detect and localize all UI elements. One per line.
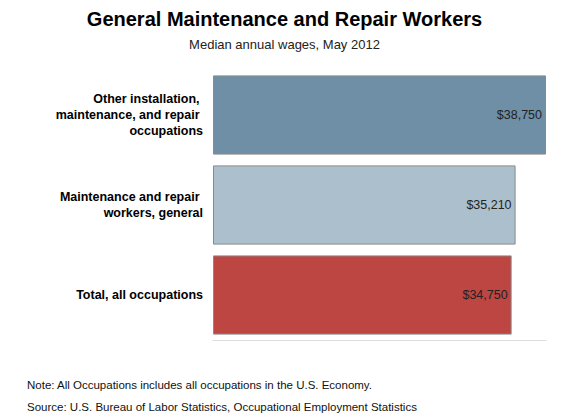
svg-text:Other installation,: Other installation, bbox=[93, 92, 203, 106]
svg-text:occupations: occupations bbox=[129, 124, 203, 138]
svg-text:$35,210: $35,210 bbox=[466, 198, 511, 212]
svg-text:workers, general: workers, general bbox=[103, 206, 203, 220]
svg-text:Median annual wages, May 2012: Median annual wages, May 2012 bbox=[189, 37, 380, 52]
svg-text:Maintenance and repair: Maintenance and repair bbox=[60, 190, 203, 204]
svg-text:$38,750: $38,750 bbox=[497, 108, 542, 122]
svg-text:Source: U.S. Bureau of Labor S: Source: U.S. Bureau of Labor Statistics,… bbox=[27, 401, 417, 413]
svg-text:Total, all occupations: Total, all occupations bbox=[76, 288, 203, 302]
svg-text:General Maintenance and Repair: General Maintenance and Repair Workers bbox=[87, 8, 482, 30]
svg-text:$34,750: $34,750 bbox=[462, 288, 507, 302]
svg-text:maintenance, and repair: maintenance, and repair bbox=[56, 108, 203, 122]
svg-text:Note: All Occupations includes: Note: All Occupations includes all occup… bbox=[27, 379, 372, 391]
